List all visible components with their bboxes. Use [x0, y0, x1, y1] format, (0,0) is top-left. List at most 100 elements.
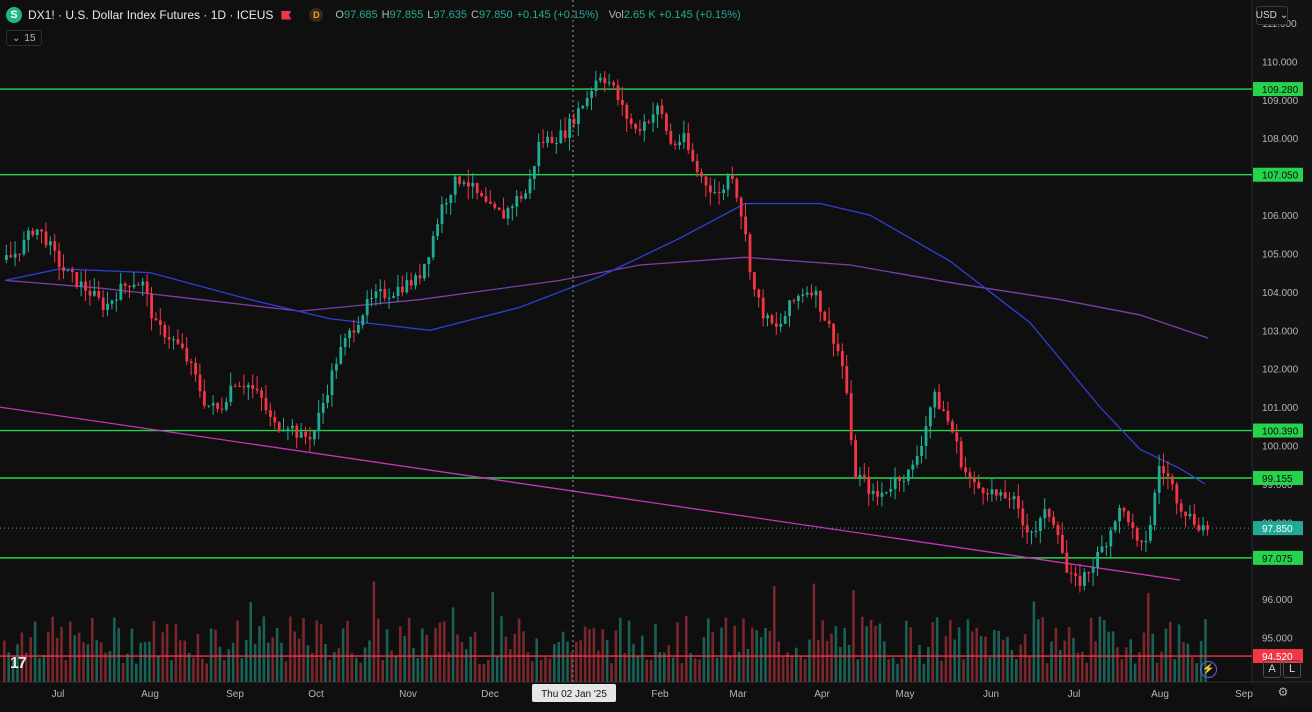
level-price-label: 100.390 — [1262, 427, 1299, 438]
candle-body — [484, 196, 488, 202]
symbol-icon[interactable]: S — [6, 7, 22, 23]
volume-bar — [724, 617, 728, 682]
candle-body — [1135, 528, 1139, 541]
volume-bar — [135, 663, 138, 682]
low-value: 97.635 — [433, 9, 468, 21]
chevron-down-icon[interactable]: ⌄ — [12, 32, 21, 44]
volume-bar — [663, 652, 666, 682]
volume-bar — [174, 624, 178, 682]
volume-bar — [328, 659, 332, 682]
volume-bar — [1023, 634, 1027, 682]
volume-bar — [421, 628, 424, 682]
candle-body — [1171, 476, 1174, 485]
candle-body — [357, 325, 360, 333]
volume-bar — [1116, 647, 1119, 682]
volume-bar — [201, 658, 204, 682]
volume-bar — [372, 581, 376, 682]
volume-bar — [852, 590, 855, 682]
symbol-title[interactable]: DX1! · U.S. Dollar Index Futures · 1D · … — [28, 8, 274, 22]
volume-bar — [548, 658, 552, 682]
volume-bar — [152, 620, 156, 682]
candle-body — [590, 90, 593, 98]
volume-bar — [465, 649, 468, 682]
candle-body — [792, 300, 796, 302]
volume-bar — [117, 628, 120, 682]
candle-body — [594, 80, 598, 91]
candle-body — [13, 253, 17, 258]
candle-body — [1100, 546, 1104, 553]
close-value: 97.850 — [478, 9, 513, 21]
candle-body — [577, 108, 580, 125]
volume-bar — [1085, 662, 1088, 682]
candle-body — [198, 374, 202, 392]
candle-body — [427, 257, 431, 264]
candle-body — [233, 385, 237, 387]
log-scale-button[interactable]: L — [1283, 660, 1301, 678]
indicator-toggle[interactable]: ⌄ 15 — [6, 30, 42, 46]
volume-bar — [698, 659, 701, 682]
volume-bar — [69, 621, 72, 682]
tradingview-logo-icon[interactable]: 17 — [10, 655, 27, 672]
volume-bar — [1010, 649, 1014, 682]
candle-body — [502, 209, 505, 219]
volume-bar — [187, 652, 191, 682]
volume-bar — [1006, 636, 1009, 682]
candle-body — [942, 409, 945, 411]
candle-body — [440, 204, 444, 225]
change-value: +0.145 (+0.15%) — [516, 9, 599, 21]
volume-bar — [429, 657, 433, 682]
volume-bar — [632, 644, 635, 682]
candle-body — [638, 128, 642, 131]
volume-bar — [1081, 651, 1084, 682]
volume-bar — [407, 617, 411, 682]
volume-bar — [839, 646, 842, 682]
volume-bar — [1182, 641, 1185, 682]
volume-bar — [1204, 619, 1207, 682]
gear-icon[interactable]: ⚙ — [1277, 685, 1289, 699]
volume-bar — [487, 659, 490, 682]
ohlc-values: O97.685 H97.855 L97.635 C97.850 +0.145 (… — [335, 9, 599, 21]
candle-body — [880, 492, 884, 497]
volume-bar — [821, 620, 824, 682]
level-price-label: 97.075 — [1262, 554, 1293, 565]
volume-bar — [1195, 663, 1198, 682]
volume-bar — [104, 652, 107, 682]
candle-body — [159, 320, 162, 325]
candle-body — [106, 303, 109, 310]
candle-body — [1140, 540, 1143, 543]
candle-body — [709, 185, 712, 193]
candle-body — [933, 391, 937, 408]
open-value: 97.685 — [343, 9, 378, 21]
candle-body — [1127, 511, 1130, 523]
red-flag-icon[interactable] — [281, 10, 292, 20]
volume-bar — [108, 651, 112, 682]
volume-bar — [927, 646, 930, 682]
volume-bar — [913, 658, 917, 682]
candle-body — [924, 426, 928, 447]
currency-button[interactable]: USD ⌄ — [1256, 6, 1288, 25]
fast-moving-average-line — [4, 202, 1206, 485]
volume-bar — [170, 660, 173, 682]
volume-bar — [623, 653, 626, 682]
volume-bar — [795, 647, 798, 682]
lightning-icon[interactable]: ⚡ — [1200, 661, 1217, 678]
auto-scale-button[interactable]: A — [1263, 660, 1281, 678]
volume-bar — [825, 640, 829, 682]
candle-body — [621, 100, 624, 105]
candle-body — [396, 286, 400, 296]
volume-bar — [275, 627, 279, 682]
level-price-tag — [1253, 470, 1303, 485]
dividends-badge-icon[interactable]: D — [309, 8, 324, 22]
volume-bar — [1059, 650, 1062, 682]
slow-moving-average-line — [4, 256, 1209, 339]
candle-body — [929, 407, 932, 427]
volume-bar — [1076, 652, 1080, 682]
candle-body — [53, 241, 57, 251]
volume-bar — [161, 632, 164, 682]
candle-body — [431, 236, 435, 258]
candle-body — [915, 455, 919, 465]
candle-body — [392, 295, 395, 298]
candle-body — [383, 289, 387, 298]
